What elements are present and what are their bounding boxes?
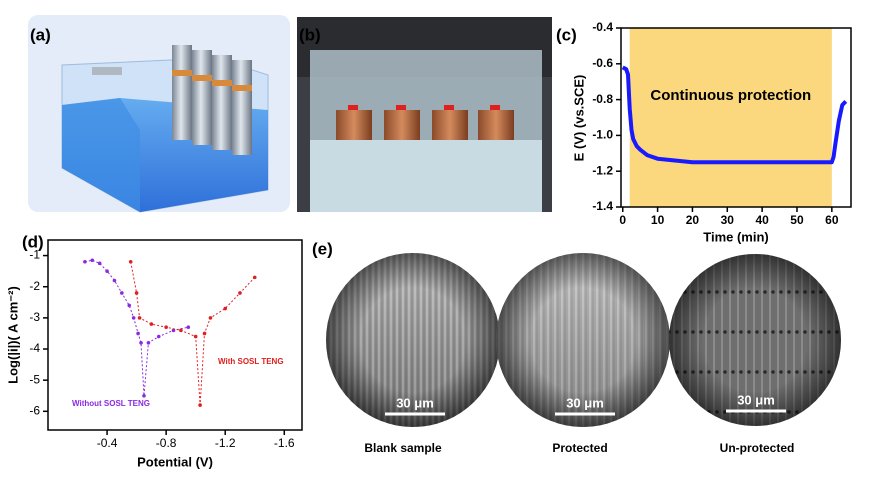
scale-bar-label: 30 μm — [737, 392, 775, 407]
data-point — [137, 316, 142, 320]
tank-illustration — [28, 15, 290, 213]
data-point — [193, 334, 198, 339]
y-tick-label: -0.6 — [592, 56, 613, 70]
data-point — [134, 291, 139, 295]
panel-label: (d) — [22, 232, 44, 251]
caption: Un-protected — [720, 441, 795, 455]
x-tick-label: -1.6 — [274, 436, 295, 450]
data-point — [139, 340, 143, 345]
panel-label: (b) — [299, 25, 321, 44]
x-tick-label: 30 — [721, 213, 735, 227]
data-point — [128, 260, 133, 264]
data-point — [97, 261, 102, 266]
panel-label: (c) — [556, 25, 577, 44]
data-point — [208, 316, 213, 320]
y-tick-label: -1 — [29, 248, 40, 262]
data-point — [105, 269, 109, 273]
data-point — [164, 325, 168, 330]
y-tick-label: -1.2 — [592, 163, 613, 177]
data-point — [202, 331, 207, 336]
panel-label: (a) — [30, 25, 51, 44]
y-tick-label: -5 — [29, 372, 40, 386]
y-tick-label: -4 — [29, 341, 40, 355]
highlight-span — [629, 28, 832, 207]
data-point — [198, 403, 202, 407]
data-line — [621, 65, 848, 165]
y-axis-label: E (V) (vs.SCE) — [571, 75, 586, 162]
x-axis-label: Potential (V) — [137, 454, 213, 469]
x-tick-label: 40 — [755, 213, 769, 227]
x-tick-label: -1.2 — [215, 436, 236, 450]
x-tick-label: 60 — [825, 213, 839, 227]
data-point — [252, 275, 257, 280]
y-tick-label: -0.4 — [592, 20, 613, 34]
x-axis-label: Time (min) — [703, 229, 769, 244]
panel-label: (e) — [312, 239, 333, 258]
x-tick-label: 10 — [651, 213, 665, 227]
data-point — [142, 393, 146, 398]
y-axis-label: Log(|i|)( A cm⁻²) — [5, 286, 20, 384]
x-tick-label: -0.8 — [156, 436, 177, 450]
scale-bar-label: 30 μm — [566, 395, 604, 410]
y-tick-label: -2 — [29, 279, 40, 293]
data-point — [238, 291, 242, 295]
series-label: Without SOSL TENG — [72, 399, 150, 408]
data-point — [90, 258, 95, 263]
x-tick-label: -0.4 — [97, 436, 118, 450]
data-point — [156, 334, 161, 339]
x-tick-label: 20 — [686, 213, 700, 227]
data-point — [146, 340, 151, 345]
data-point — [136, 331, 140, 336]
y-tick-label: -6 — [29, 403, 40, 417]
x-tick-label: 0 — [619, 213, 626, 227]
data-point — [83, 260, 87, 264]
caption: Protected — [552, 441, 607, 455]
data-point — [223, 306, 228, 311]
data-point — [131, 316, 136, 320]
data-point — [127, 303, 132, 308]
scale-bar-label: 30 μm — [396, 395, 434, 410]
y-tick-label: -3 — [29, 310, 40, 324]
data-point — [186, 325, 191, 330]
caption: Blank sample — [364, 441, 442, 455]
y-tick-label: -0.8 — [592, 92, 613, 106]
plot-frame — [620, 27, 852, 208]
micrographs — [326, 253, 841, 427]
plot-frame — [47, 239, 303, 431]
data-point — [179, 328, 183, 333]
data-point — [120, 291, 124, 295]
x-tick-label: 50 — [790, 213, 804, 227]
y-tick-label: -1.4 — [592, 199, 613, 213]
series-label: With SOSL TENG — [218, 357, 284, 366]
annotation: Continuous protection — [650, 87, 811, 104]
data-line — [84, 259, 189, 397]
y-tick-label: -1.0 — [592, 128, 613, 142]
data-line — [130, 261, 256, 406]
experiment-photo — [297, 17, 552, 212]
data-point — [112, 278, 117, 283]
data-point — [149, 322, 154, 326]
